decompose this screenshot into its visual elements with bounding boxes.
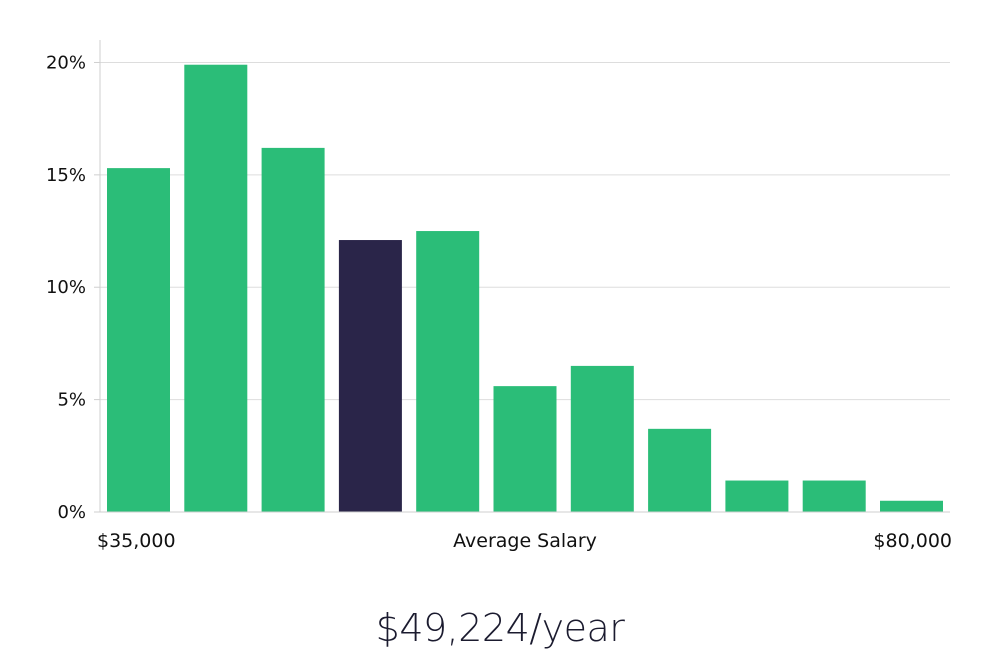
y-tick-label: 10% <box>46 277 86 298</box>
x-axis-title: Average Salary <box>453 530 597 552</box>
bar <box>184 64 248 512</box>
bar <box>261 147 325 512</box>
x-start-label: $35,000 <box>97 530 176 552</box>
y-tick-label: 5% <box>57 390 86 411</box>
bar-highlighted <box>338 240 402 513</box>
bars <box>107 64 943 513</box>
average-salary-value: $49,224/year <box>375 606 625 650</box>
y-tick-label: 20% <box>46 52 86 73</box>
bar <box>880 500 943 512</box>
bar <box>107 168 170 512</box>
axes <box>94 40 950 513</box>
bar <box>725 480 789 512</box>
x-end-label: $80,000 <box>873 530 952 552</box>
y-tick-labels: 0% 5% 10% 15% 20% <box>46 52 100 523</box>
bar <box>648 428 712 512</box>
y-tick-label: 0% <box>57 502 86 523</box>
bar <box>802 480 866 512</box>
bar <box>493 386 557 512</box>
bar <box>570 365 634 512</box>
bar <box>416 231 480 513</box>
y-tick-label: 15% <box>46 165 86 186</box>
